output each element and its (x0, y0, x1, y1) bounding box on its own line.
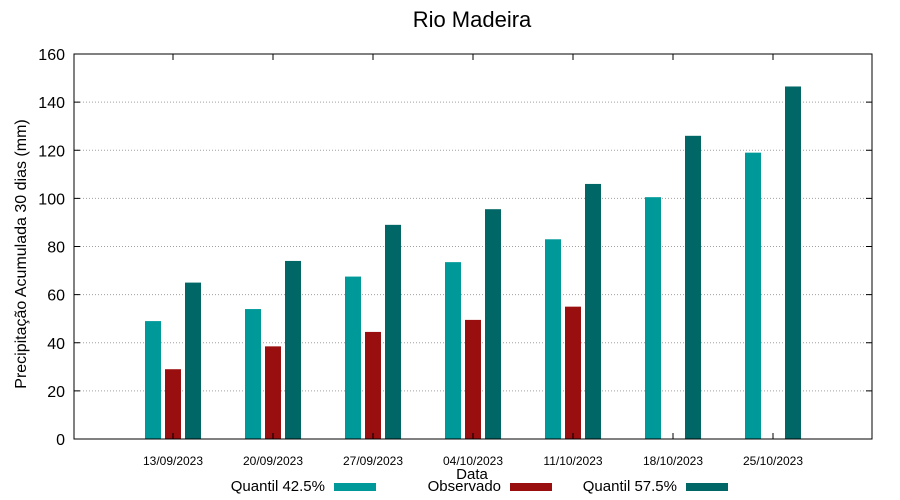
bar-quantil-42-5--18-10-2023 (645, 197, 661, 439)
bar-quantil-57-5--13-09-2023 (185, 282, 201, 439)
legend-label: Quantil 57.5% (583, 478, 677, 495)
y-tick-label: 120 (38, 143, 65, 160)
bar-quantil-42-5--13-09-2023 (145, 321, 161, 439)
x-tick-label: 25/10/2023 (743, 454, 803, 468)
bar-observado-04-10-2023 (465, 319, 481, 439)
y-tick-label: 20 (47, 384, 65, 401)
legend-label: Observado (428, 478, 501, 495)
y-tick-label: 40 (47, 336, 65, 353)
x-tick-label: 18/10/2023 (643, 454, 703, 468)
bar-quantil-42-5--25-10-2023 (745, 152, 761, 439)
bar-quantil-42-5--20-09-2023 (245, 309, 261, 439)
bars (145, 86, 801, 439)
chart-title: Rio Madeira (413, 7, 532, 32)
legend-swatch (686, 483, 728, 491)
bar-quantil-42-5--04-10-2023 (445, 262, 461, 439)
bar-quantil-57-5--04-10-2023 (485, 209, 501, 439)
x-tick-label: 20/09/2023 (243, 454, 303, 468)
bar-quantil-57-5--27-09-2023 (385, 224, 401, 439)
bar-quantil-57-5--25-10-2023 (785, 86, 801, 439)
y-tick-label: 0 (56, 432, 65, 449)
bar-observado-11-10-2023 (565, 306, 581, 439)
legend-label: Quantil 42.5% (231, 478, 325, 495)
x-tick-label: 13/09/2023 (143, 454, 203, 468)
x-axis-label: Data (456, 466, 488, 483)
bar-observado-27-09-2023 (365, 331, 381, 439)
x-tick-label: 04/10/2023 (443, 454, 503, 468)
bar-quantil-57-5--20-09-2023 (285, 260, 301, 439)
y-tick-label: 60 (47, 288, 65, 305)
y-tick-label: 160 (38, 47, 65, 64)
y-axis-label: Precipitação Acumulada 30 dias (mm) (13, 119, 30, 388)
x-tick-label: 27/09/2023 (343, 454, 403, 468)
bar-quantil-42-5--27-09-2023 (345, 276, 361, 439)
y-axis-ticks: 0 20 40 60 80 100 120 140 160 (38, 47, 872, 449)
legend-swatch (334, 483, 376, 491)
y-tick-label: 80 (47, 240, 65, 257)
y-tick-label: 140 (38, 95, 65, 112)
bar-observado-20-09-2023 (265, 346, 281, 439)
bar-quantil-42-5--11-10-2023 (545, 239, 561, 439)
legend: Quantil 42.5% Observado Quantil 57.5% (231, 478, 728, 495)
x-tick-label: 11/10/2023 (543, 454, 602, 468)
legend-swatch (510, 483, 552, 491)
bar-quantil-57-5--11-10-2023 (585, 183, 601, 439)
x-axis-ticks: 13/09/2023 20/09/2023 27/09/2023 04/10/2023… (143, 54, 803, 468)
y-tick-label: 100 (38, 191, 65, 208)
bar-observado-13-09-2023 (165, 369, 181, 439)
bar-quantil-57-5--18-10-2023 (685, 135, 701, 439)
